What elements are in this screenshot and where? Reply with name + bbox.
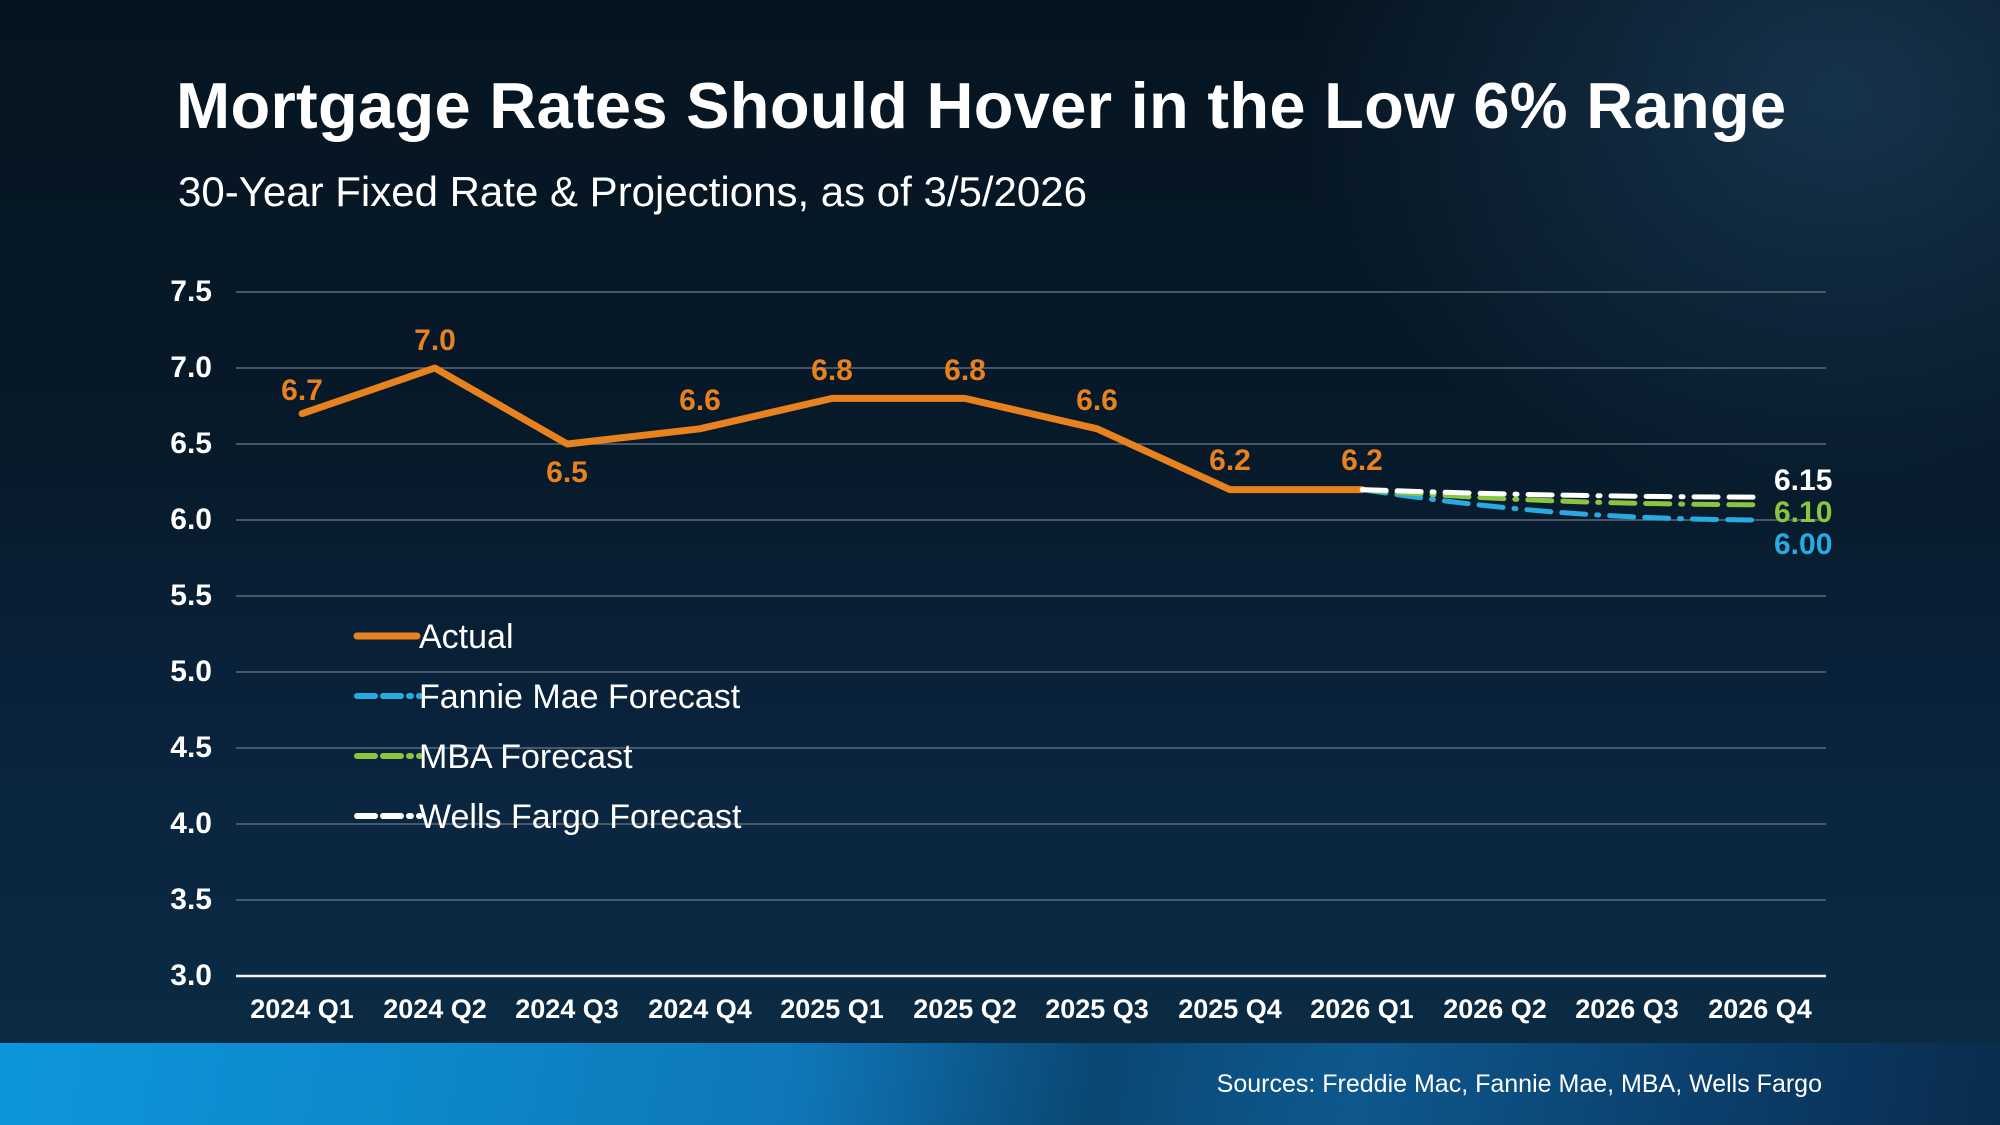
svg-text:2025 Q4: 2025 Q4 [1178,994,1282,1024]
svg-text:2024 Q4: 2024 Q4 [648,994,752,1024]
svg-text:2026 Q2: 2026 Q2 [1443,994,1547,1024]
svg-text:6.8: 6.8 [944,354,986,387]
svg-text:6.8: 6.8 [811,354,853,387]
svg-text:6.7: 6.7 [281,374,323,407]
svg-text:Wells Fargo Forecast: Wells Fargo Forecast [419,798,742,836]
svg-text:Fannie Mae Forecast: Fannie Mae Forecast [419,678,741,716]
svg-text:6.00: 6.00 [1774,528,1832,561]
svg-text:3.5: 3.5 [170,883,212,916]
svg-text:2026 Q1: 2026 Q1 [1310,994,1414,1024]
svg-text:Actual: Actual [419,618,514,656]
svg-text:2026 Q3: 2026 Q3 [1575,994,1679,1024]
svg-text:6.15: 6.15 [1774,464,1832,497]
svg-text:6.6: 6.6 [679,384,721,417]
svg-text:3.0: 3.0 [170,959,212,992]
svg-text:7.5: 7.5 [170,275,212,308]
svg-text:6.10: 6.10 [1774,496,1832,529]
svg-text:MBA Forecast: MBA Forecast [419,738,633,776]
svg-text:6.0: 6.0 [170,503,212,536]
svg-text:6.2: 6.2 [1209,444,1251,477]
svg-text:6.6: 6.6 [1076,384,1118,417]
svg-text:2024 Q2: 2024 Q2 [383,994,487,1024]
svg-text:2024 Q1: 2024 Q1 [250,994,354,1024]
svg-text:6.5: 6.5 [546,456,588,489]
svg-text:6.5: 6.5 [170,427,212,460]
svg-text:7.0: 7.0 [170,351,212,384]
svg-text:2025 Q1: 2025 Q1 [780,994,884,1024]
svg-text:2025 Q2: 2025 Q2 [913,994,1017,1024]
svg-text:2025 Q3: 2025 Q3 [1045,994,1149,1024]
svg-text:5.0: 5.0 [170,655,212,688]
svg-text:6.2: 6.2 [1341,444,1383,477]
svg-text:4.5: 4.5 [170,731,212,764]
svg-text:2024 Q3: 2024 Q3 [515,994,619,1024]
svg-text:2026 Q4: 2026 Q4 [1708,994,1812,1024]
svg-text:5.5: 5.5 [170,579,212,612]
svg-text:7.0: 7.0 [414,324,456,357]
svg-text:4.0: 4.0 [170,807,212,840]
